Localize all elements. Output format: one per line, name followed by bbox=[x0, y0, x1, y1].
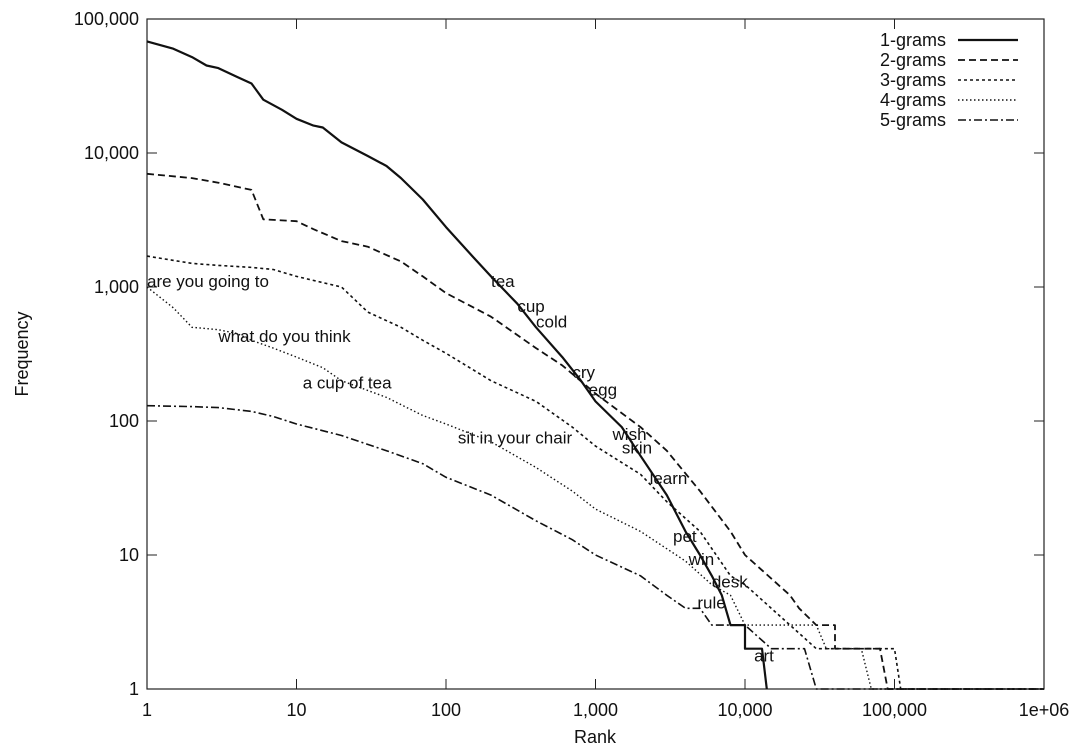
annotation-label: win bbox=[688, 550, 715, 569]
y-tick-label: 1 bbox=[129, 679, 139, 699]
series-line-4-grams bbox=[146, 286, 1044, 690]
annotation-label: learn bbox=[650, 469, 688, 488]
series-line-2-grams bbox=[146, 172, 1044, 690]
annotation-label: a cup of tea bbox=[303, 373, 392, 392]
annotation-label: skin bbox=[622, 439, 652, 458]
annotation-label: wish bbox=[612, 425, 647, 444]
annotation-label: are you going to bbox=[147, 272, 269, 291]
series-lines bbox=[146, 40, 1044, 690]
annotation-label: pet bbox=[673, 527, 697, 546]
annotation-label: cold bbox=[536, 312, 567, 331]
series-line-1-grams bbox=[146, 40, 768, 690]
annotation-label: what do you think bbox=[217, 327, 351, 346]
x-tick-label: 100,000 bbox=[862, 700, 927, 720]
annotation-label: cup bbox=[517, 297, 544, 316]
y-axis-label: Frequency bbox=[12, 311, 32, 396]
y-tick-label: 1,000 bbox=[94, 277, 139, 297]
legend-label: 5-grams bbox=[880, 110, 946, 130]
series-line-3-grams bbox=[146, 255, 1044, 690]
y-tick-label: 100,000 bbox=[74, 9, 139, 29]
y-tick-label: 10 bbox=[119, 545, 139, 565]
legend-label: 4-grams bbox=[880, 90, 946, 110]
x-tick-label: 1 bbox=[142, 700, 152, 720]
x-tick-label: 1e+06 bbox=[1019, 700, 1070, 720]
legend-label: 3-grams bbox=[880, 70, 946, 90]
x-tick-label: 10,000 bbox=[717, 700, 772, 720]
annotation-label: cry bbox=[572, 363, 595, 382]
x-tick-label: 1,000 bbox=[573, 700, 618, 720]
legend-label: 2-grams bbox=[880, 50, 946, 70]
annotation-label: tea bbox=[491, 272, 515, 291]
axis-ticks: 1 10 100 1,000 10,000 100,000 1e+06 1 10 100 1,000… bbox=[74, 9, 1069, 720]
annotation-label: desk bbox=[712, 573, 748, 592]
y-tick-label: 10,000 bbox=[84, 143, 139, 163]
series-line-5-grams bbox=[146, 404, 1044, 690]
y-tick-label: 100 bbox=[109, 411, 139, 431]
annotation-label: egg bbox=[589, 380, 617, 399]
x-axis-label: Rank bbox=[574, 727, 617, 747]
annotation-label: art bbox=[754, 647, 774, 666]
annotation-label: sit in your chair bbox=[458, 428, 573, 447]
legend-label: 1-grams bbox=[880, 30, 946, 50]
x-tick-label: 10 bbox=[286, 700, 306, 720]
annotation-label: rule bbox=[697, 593, 725, 612]
x-tick-label: 100 bbox=[431, 700, 461, 720]
